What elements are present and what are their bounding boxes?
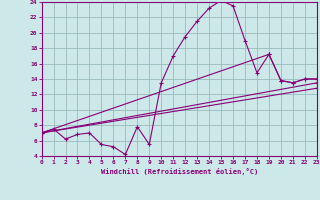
X-axis label: Windchill (Refroidissement éolien,°C): Windchill (Refroidissement éolien,°C) (100, 168, 258, 175)
